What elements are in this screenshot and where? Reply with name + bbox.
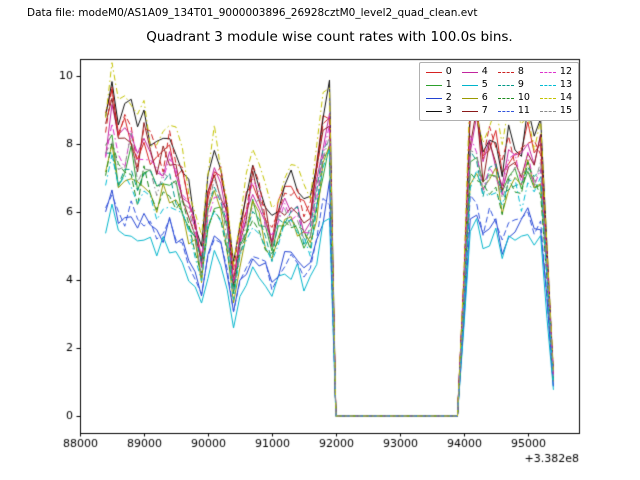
legend-label: 13: [559, 79, 572, 90]
legend-item-11: 11: [497, 105, 530, 117]
legend-label: 7: [481, 105, 488, 116]
legend-label: 11: [517, 105, 530, 116]
legend-swatch-line: [461, 84, 478, 86]
legend-swatch-line: [497, 71, 514, 73]
legend-swatch-line: [497, 84, 514, 86]
legend-item-10: 10: [497, 92, 530, 104]
legend-label: 9: [517, 79, 524, 90]
legend-item-6: 6: [461, 92, 488, 104]
legend-swatch-line: [539, 84, 556, 86]
legend-item-7: 7: [461, 105, 488, 117]
legend-item-2: 2: [425, 92, 452, 104]
legend-swatch-line: [461, 110, 478, 112]
legend-item-13: 13: [539, 79, 572, 91]
legend-item-4: 4: [461, 66, 488, 78]
legend-label: 1: [445, 79, 452, 90]
legend-swatch-line: [461, 71, 478, 73]
legend-label: 5: [481, 79, 488, 90]
legend-label: 14: [559, 92, 572, 103]
legend-swatch-line: [497, 97, 514, 99]
legend-item-3: 3: [425, 105, 452, 117]
legend-swatch-line: [539, 97, 556, 99]
legend: 0 1 2 3 4 5 6 7 8 9 10 11 12 13 14 15: [418, 62, 579, 121]
legend-item-9: 9: [497, 79, 530, 91]
legend-label: 6: [481, 92, 488, 103]
legend-label: 10: [517, 92, 530, 103]
legend-swatch-line: [461, 97, 478, 99]
legend-item-1: 1: [425, 79, 452, 91]
legend-swatch-line: [425, 71, 442, 73]
legend-item-14: 14: [539, 92, 572, 104]
legend-swatch-line: [539, 110, 556, 112]
legend-item-15: 15: [539, 105, 572, 117]
legend-swatch-line: [425, 110, 442, 112]
legend-label: 3: [445, 105, 452, 116]
legend-swatch-line: [425, 97, 442, 99]
legend-label: 12: [559, 66, 572, 77]
legend-item-12: 12: [539, 66, 572, 78]
legend-label: 8: [517, 66, 524, 77]
legend-swatch-line: [425, 84, 442, 86]
legend-item-8: 8: [497, 66, 530, 78]
legend-label: 2: [445, 92, 452, 103]
legend-item-0: 0: [425, 66, 452, 78]
legend-swatch-line: [497, 110, 514, 112]
legend-item-5: 5: [461, 79, 488, 91]
legend-label: 0: [445, 66, 452, 77]
legend-swatch-line: [539, 71, 556, 73]
legend-label: 15: [559, 105, 572, 116]
legend-label: 4: [481, 66, 488, 77]
